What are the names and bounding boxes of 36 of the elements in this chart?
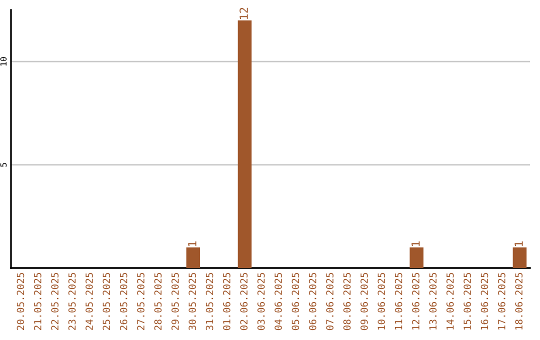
- x-tick-label: 23.05.2025: [68, 272, 76, 330]
- x-tick-label: 01.06.2025: [223, 272, 230, 330]
- data-label: 1: [188, 241, 196, 246]
- x-tick-label: 07.06.2025: [326, 272, 334, 330]
- x-tick-label: 02.06.2025: [240, 272, 248, 330]
- x-tick-label: 17.06.2025: [498, 272, 506, 330]
- x-tick-label: 20.05.2025: [16, 272, 24, 330]
- x-tick-label: 06.06.2025: [308, 272, 316, 330]
- x-tick-label: 24.05.2025: [86, 272, 93, 330]
- x-tick-label: 04.06.2025: [274, 272, 282, 330]
- x-tick-label: 03.06.2025: [257, 272, 265, 330]
- x-tick-label: 25.05.2025: [102, 272, 110, 330]
- x-tick-label: 29.05.2025: [171, 272, 179, 330]
- data-label: 12: [240, 8, 248, 19]
- x-tick-label: 10.06.2025: [378, 272, 386, 330]
- y-tick-label: 10: [0, 57, 7, 66]
- x-tick-label: 13.06.2025: [429, 272, 437, 330]
- x-tick-label: 28.05.2025: [154, 272, 162, 330]
- x-tick-label: 05.06.2025: [292, 272, 300, 330]
- x-tick-label: 08.06.2025: [343, 272, 351, 330]
- x-tick-label: 12.06.2025: [412, 272, 420, 330]
- x-tick-label: 31.05.2025: [206, 272, 214, 330]
- x-tick-label: 15.06.2025: [464, 272, 471, 330]
- x-tick-label: 26.05.2025: [120, 272, 128, 330]
- x-tick-label: 16.06.2025: [480, 272, 488, 330]
- x-tick-label: 27.05.2025: [137, 272, 144, 330]
- x-tick-label: 18.06.2025: [515, 272, 523, 330]
- y-tick-label: 5: [0, 162, 7, 167]
- x-tick-label: 09.06.2025: [360, 272, 368, 330]
- x-tick-label: 11.06.2025: [394, 272, 402, 330]
- data-label: 1: [514, 241, 523, 246]
- x-tick-label: 22.05.2025: [51, 272, 59, 330]
- x-tick-label: 30.05.2025: [188, 272, 196, 330]
- x-tick-label: 21.05.2025: [34, 272, 42, 330]
- data-label: 1: [412, 241, 420, 246]
- x-tick-label: 14.06.2025: [446, 272, 454, 330]
